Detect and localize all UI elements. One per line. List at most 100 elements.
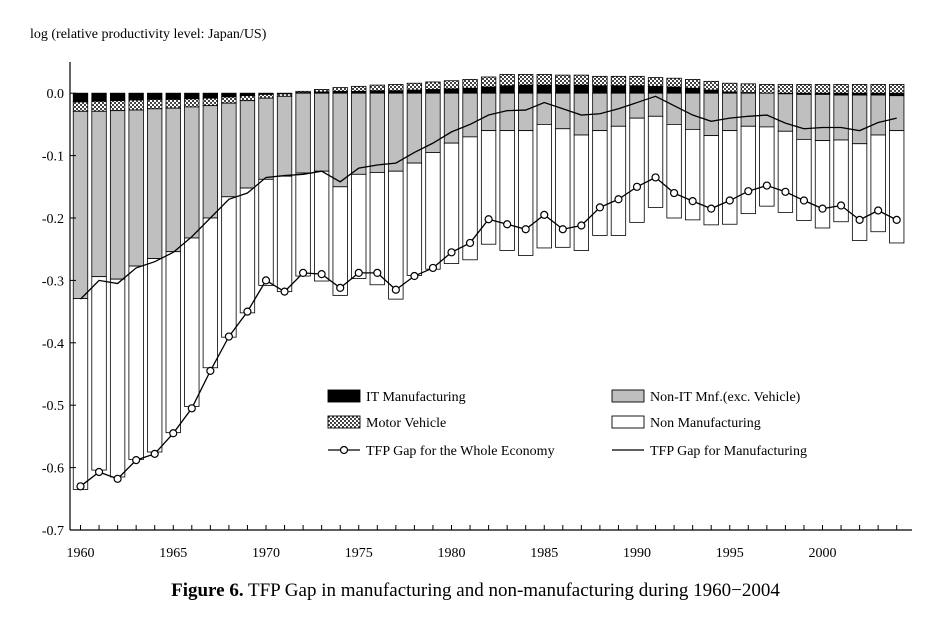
- bar-motor-vehicle-1981: [462, 79, 478, 89]
- legend-swatch-non-manufacturing: [611, 415, 645, 429]
- bar-motor-vehicle-1962: [109, 100, 126, 112]
- bar-non-it-mnf-exc-vehicle-1993: [685, 92, 701, 130]
- figure-caption-text: TFP Gap in manufacturing and non-manufac…: [248, 580, 780, 601]
- point-tfp-gap-for-the-whole-economy-1978: [410, 271, 419, 281]
- bar-non-manufacturing-1972: [295, 172, 311, 277]
- bar-non-it-mnf-exc-vehicle-2004: [889, 95, 905, 132]
- bar-motor-vehicle-1976: [369, 84, 385, 92]
- bar-non-manufacturing-1998: [777, 130, 794, 213]
- bar-motor-vehicle-1970: [258, 94, 274, 99]
- bar-it-manufacturing-1961: [91, 92, 107, 102]
- point-tfp-gap-for-the-whole-economy-1976: [373, 268, 382, 278]
- bar-it-manufacturing-1964: [147, 92, 163, 100]
- bar-non-it-mnf-exc-vehicle-1972: [295, 92, 311, 174]
- bar-non-it-mnf-exc-vehicle-1974: [332, 92, 348, 188]
- x-tick-label: 1995: [716, 546, 744, 561]
- legend-marker-tfp-gap-for-the-whole-economy: [339, 445, 349, 455]
- y-tick-label: -0.7: [42, 524, 64, 539]
- legend-label-non-it-mnf-exc-vehicle: Non-IT Mnf.(exc. Vehicle): [650, 390, 801, 405]
- y-tick-label: -0.2: [42, 212, 64, 227]
- bar-motor-vehicle-1992: [666, 77, 682, 88]
- bar-motor-vehicle-1997: [759, 84, 775, 94]
- bar-non-manufacturing-2001: [833, 139, 849, 223]
- point-tfp-gap-for-the-whole-economy-1979: [428, 263, 438, 273]
- bar-motor-vehicle-1961: [91, 100, 107, 112]
- point-tfp-gap-for-the-whole-economy-2003: [874, 206, 883, 215]
- point-tfp-gap-for-the-whole-economy-2000: [818, 204, 827, 213]
- bar-non-manufacturing-1985: [536, 124, 552, 249]
- bar-non-manufacturing-2000: [814, 140, 831, 229]
- bar-motor-vehicle-2003: [870, 84, 886, 94]
- bar-it-manufacturing-1986: [555, 84, 571, 94]
- bar-motor-vehicle-1998: [777, 84, 794, 94]
- y-axis-title: log (relative productivity level: Japan/…: [30, 27, 267, 42]
- chart-svg: log (relative productivity level: Japan/…: [30, 27, 912, 561]
- bar-non-it-mnf-exc-vehicle-2000: [814, 94, 831, 142]
- bar-non-manufacturing-1974: [332, 186, 348, 296]
- point-tfp-gap-for-the-whole-economy-1963: [132, 456, 141, 465]
- bar-non-manufacturing-2003: [870, 134, 886, 233]
- bar-non-manufacturing-1981: [462, 136, 478, 261]
- point-tfp-gap-for-the-whole-economy-1981: [465, 238, 475, 248]
- bar-non-it-mnf-exc-vehicle-1969: [239, 100, 256, 189]
- bar-motor-vehicle-1960: [72, 101, 89, 112]
- point-tfp-gap-for-the-whole-economy-1987: [577, 221, 586, 230]
- point-tfp-gap-for-the-whole-economy-1997: [762, 181, 771, 190]
- point-tfp-gap-for-the-whole-economy-1989: [614, 195, 623, 204]
- bar-motor-vehicle-1982: [480, 76, 497, 88]
- bar-motor-vehicle-1966: [184, 98, 200, 108]
- bar-non-it-mnf-exc-vehicle-1994: [703, 92, 719, 137]
- bar-it-manufacturing-1988: [592, 85, 608, 94]
- point-tfp-gap-for-the-whole-economy-1969: [243, 307, 252, 316]
- bar-non-it-mnf-exc-vehicle-1976: [369, 92, 385, 173]
- bar-non-it-mnf-exc-vehicle-1997: [759, 92, 775, 128]
- point-tfp-gap-for-the-whole-economy-1972: [299, 268, 308, 278]
- bar-non-it-mnf-exc-vehicle-2003: [870, 94, 886, 136]
- bar-it-manufacturing-1966: [184, 92, 200, 100]
- bar-motor-vehicle-1991: [647, 77, 664, 87]
- bar-non-manufacturing-1966: [184, 237, 200, 407]
- bar-motor-vehicle-1975: [351, 85, 367, 92]
- point-tfp-gap-for-the-whole-economy-1966: [187, 404, 196, 413]
- figure-caption-prefix: Figure 6.: [171, 580, 244, 601]
- line-tfp-gap-for-manufacturing: [80, 95, 897, 300]
- point-tfp-gap-for-the-whole-economy-1986: [558, 225, 567, 234]
- point-tfp-gap-for-the-whole-economy-1988: [595, 203, 605, 212]
- bar-non-manufacturing-1995: [722, 130, 738, 225]
- bar-non-it-mnf-exc-vehicle-1995: [722, 92, 738, 132]
- bar-it-manufacturing-1962: [109, 92, 126, 102]
- bar-non-it-mnf-exc-vehicle-1975: [351, 92, 367, 175]
- bar-motor-vehicle-1993: [685, 79, 701, 89]
- bar-motor-vehicle-2002: [851, 84, 868, 94]
- point-tfp-gap-for-the-whole-economy-1992: [669, 188, 679, 198]
- bar-it-manufacturing-1994: [703, 89, 719, 94]
- bar-non-it-mnf-exc-vehicle-1981: [462, 92, 478, 138]
- bar-non-manufacturing-2002: [851, 143, 868, 241]
- point-tfp-gap-for-the-whole-economy-1965: [169, 429, 178, 438]
- bar-non-manufacturing-1990: [629, 117, 645, 223]
- bar-it-manufacturing-1981: [462, 87, 478, 94]
- bar-it-manufacturing-1979: [425, 89, 441, 94]
- bar-non-it-mnf-exc-vehicle-1984: [518, 92, 534, 132]
- bar-motor-vehicle-1963: [128, 99, 144, 111]
- point-tfp-gap-for-the-whole-economy-1968: [224, 332, 233, 341]
- bar-non-it-mnf-exc-vehicle-1960: [72, 110, 89, 299]
- bar-non-manufacturing-1996: [740, 125, 756, 215]
- bar-non-it-mnf-exc-vehicle-2001: [833, 94, 849, 141]
- point-tfp-gap-for-the-whole-economy-1977: [391, 285, 400, 294]
- bar-motor-vehicle-1989: [610, 75, 627, 87]
- legend-label-tfp-gap-for-the-whole-economy: TFP Gap for the Whole Economy: [366, 444, 555, 459]
- point-tfp-gap-for-the-whole-economy-1980: [447, 248, 456, 257]
- bar-motor-vehicle-1979: [425, 81, 441, 90]
- legend-label-tfp-gap-for-manufacturing: TFP Gap for Manufacturing: [650, 444, 807, 459]
- figure-caption: Figure 6. TFP Gap in manufacturing and n…: [0, 580, 951, 602]
- bar-non-it-mnf-exc-vehicle-2002: [851, 94, 868, 145]
- bar-it-manufacturing-1968: [221, 92, 237, 98]
- point-tfp-gap-for-the-whole-economy-1995: [725, 196, 734, 205]
- bar-motor-vehicle-1985: [536, 74, 552, 86]
- legend-swatch-motor-vehicle: [327, 415, 361, 429]
- point-tfp-gap-for-the-whole-economy-2002: [855, 215, 864, 224]
- bar-motor-vehicle-1999: [796, 84, 812, 94]
- point-tfp-gap-for-the-whole-economy-1983: [503, 220, 512, 229]
- x-tick-label: 1965: [159, 546, 187, 561]
